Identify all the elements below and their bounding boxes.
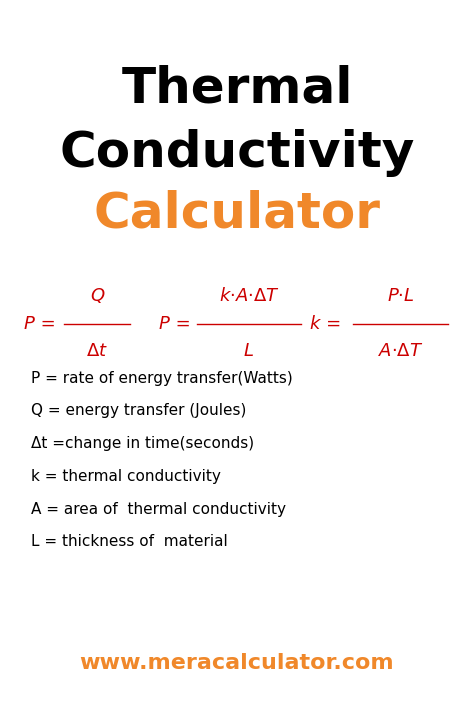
Text: A$\cdot\Delta$T: A$\cdot\Delta$T bbox=[378, 341, 423, 360]
Text: Conductivity: Conductivity bbox=[59, 129, 415, 177]
Text: Q = energy transfer (Joules): Q = energy transfer (Joules) bbox=[31, 403, 246, 419]
Text: A = area of  thermal conductivity: A = area of thermal conductivity bbox=[31, 501, 286, 517]
Text: L: L bbox=[244, 341, 254, 360]
Text: P = rate of energy transfer(Watts): P = rate of energy transfer(Watts) bbox=[31, 370, 292, 386]
Text: k = thermal conductivity: k = thermal conductivity bbox=[31, 469, 221, 484]
Text: P$\cdot$L: P$\cdot$L bbox=[387, 287, 414, 306]
Text: L = thickness of  material: L = thickness of material bbox=[31, 534, 228, 550]
Text: www.meracalculator.com: www.meracalculator.com bbox=[80, 653, 394, 673]
Text: Δt =change in time(seconds): Δt =change in time(seconds) bbox=[31, 436, 254, 451]
Text: P =: P = bbox=[24, 314, 55, 333]
Text: k =: k = bbox=[310, 314, 342, 333]
Text: Calculator: Calculator bbox=[93, 189, 381, 237]
Text: P =: P = bbox=[159, 314, 191, 333]
Text: Q: Q bbox=[90, 287, 104, 306]
Text: k$\cdot$A$\cdot\Delta$T: k$\cdot$A$\cdot\Delta$T bbox=[219, 287, 279, 306]
Text: Thermal: Thermal bbox=[121, 65, 353, 113]
Text: $\Delta$t: $\Delta$t bbox=[86, 341, 108, 360]
